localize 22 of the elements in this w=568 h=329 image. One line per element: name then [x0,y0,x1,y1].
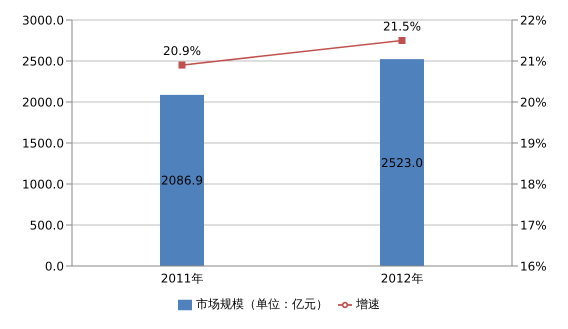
y2-tick-label: 16% [520,259,547,274]
data-label: 2086.9 [161,174,203,188]
y-tick-label: 2000.0 [22,95,64,110]
y2-tick-label: 22% [520,13,547,28]
y2-tick-label: 19% [520,136,547,150]
data-label: 2523.0 [381,156,423,170]
y-tick-label: 500.0 [30,218,64,232]
y-tick-label: 1500.0 [22,136,64,150]
x-tick-label: 2012年 [380,272,424,286]
data-label: 21.5% [382,20,422,34]
y2-tick-label: 18% [520,177,547,192]
legend-label: 市场规模（单位：亿元） [196,297,328,311]
y2-tick-label: 17% [520,218,547,232]
y-tick-label: 0.0 [44,259,64,274]
legend-label: 增速 [356,297,380,311]
data-label: 20.9% [162,44,202,58]
y-tick-label: 2500.0 [22,54,64,68]
y2-tick-label: 20% [520,95,547,110]
y2-tick-label: 21% [520,54,547,68]
x-tick-label: 2011年 [160,272,204,286]
y-tick-label: 3000.0 [22,13,64,28]
y-tick-label: 1000.0 [22,177,64,192]
